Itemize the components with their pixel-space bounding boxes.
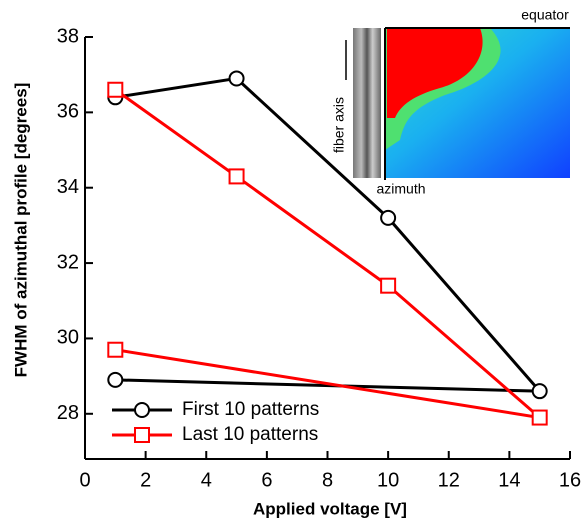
y-tick-label: 38 (57, 25, 79, 47)
x-axis-title: Applied voltage [V] (253, 499, 407, 518)
data-point (228, 70, 245, 87)
y-tick-label: 30 (57, 327, 79, 349)
legend-label: Last 10 patterns (182, 424, 318, 445)
x-tick-label: 10 (377, 469, 399, 491)
inset-label: equator (521, 7, 569, 23)
data-point (107, 341, 124, 358)
x-tick-label: 16 (559, 469, 581, 491)
y-tick-label: 34 (57, 176, 79, 198)
data-point (228, 168, 245, 185)
legend-marker (134, 427, 150, 443)
x-tick-label: 4 (201, 469, 212, 491)
x-tick-label: 2 (140, 469, 151, 491)
data-point (531, 409, 548, 426)
y-tick-label: 36 (57, 101, 79, 123)
data-point (380, 277, 397, 294)
legend-marker (134, 402, 150, 418)
y-tick-label: 28 (57, 402, 79, 424)
inset-label: azimuth (376, 181, 425, 197)
data-point (531, 383, 548, 400)
y-tick-label: 32 (57, 251, 79, 273)
data-point (107, 81, 124, 98)
diffraction-peak (387, 28, 483, 118)
x-tick-label: 6 (261, 469, 272, 491)
y-axis-title: FWHM of azimuthal profile [degrees] (11, 83, 30, 378)
inset: equator fiber axis azimuth (331, 7, 570, 197)
x-tick-label: 8 (322, 469, 333, 491)
legend-label: First 10 patterns (182, 399, 319, 420)
x-tick-label: 14 (498, 469, 520, 491)
x-tick-label: 12 (438, 469, 460, 491)
inset-label: fiber axis (331, 97, 347, 153)
fiber-image (353, 28, 381, 178)
data-point (380, 209, 397, 226)
data-point (107, 371, 124, 388)
x-tick-label: 0 (79, 469, 90, 491)
